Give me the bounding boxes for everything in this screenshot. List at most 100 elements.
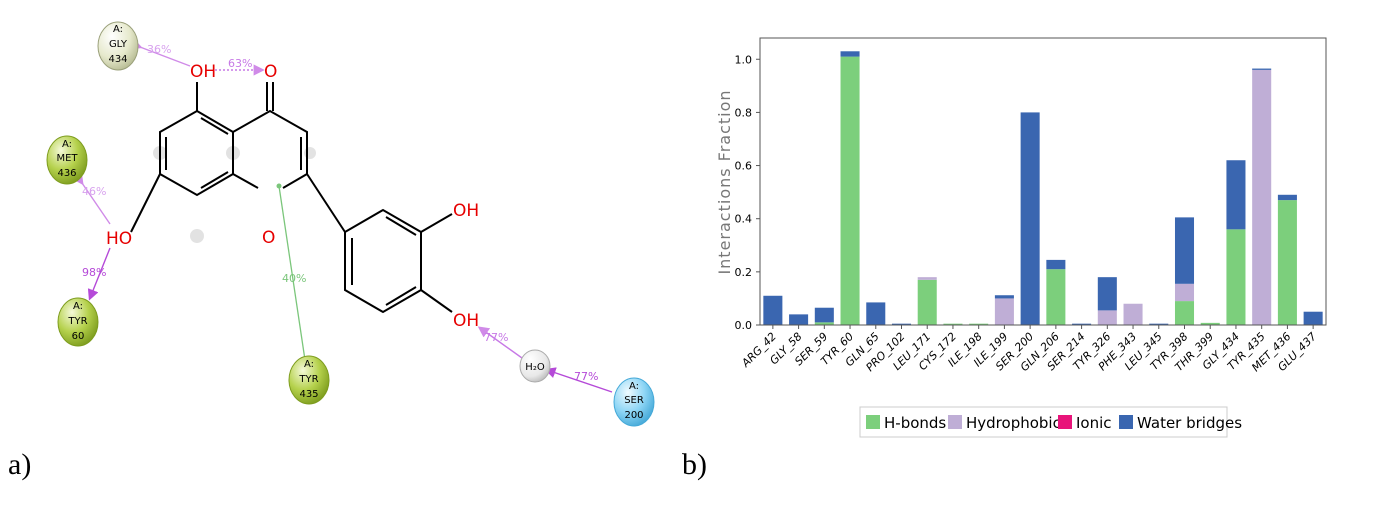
hbond-gly434-line bbox=[130, 38, 191, 67]
bar-arg_42-water-bridges bbox=[763, 295, 783, 325]
plot-frame bbox=[759, 37, 1327, 326]
bar-ile_199-hydrophobic bbox=[994, 298, 1014, 325]
water-bridge-line-1 bbox=[477, 326, 523, 359]
pct-ser200-water: 77% bbox=[574, 370, 598, 383]
pi-stack-tyr435-line bbox=[278, 185, 306, 361]
bar-ser_59-h-bonds bbox=[814, 322, 834, 325]
svg-text:436: 436 bbox=[57, 168, 76, 179]
svg-text:A:: A: bbox=[73, 301, 83, 312]
ligand-skeleton bbox=[130, 82, 453, 314]
residue-tyr60: A: TYR 60 bbox=[57, 297, 99, 347]
residue-met436: A: MET 436 bbox=[46, 135, 88, 185]
pct-met436: 46% bbox=[82, 185, 106, 198]
legend-label-h-bonds: H-bonds bbox=[884, 414, 946, 432]
svg-text:A:: A: bbox=[62, 139, 72, 150]
bar-tyr_326-water-bridges bbox=[1097, 277, 1117, 311]
bar-gly_58-water-bridges bbox=[789, 314, 809, 325]
bar-gly_434-water-bridges bbox=[1226, 160, 1246, 230]
bar-met_436-water-bridges bbox=[1277, 194, 1297, 201]
panel-b-label: b) bbox=[682, 448, 707, 481]
ligand-interaction-diagram: OH O HO O OH OH 36% 63% 46% 98% 40% 77% … bbox=[0, 0, 680, 506]
atom-labels: OH O HO O OH OH bbox=[106, 62, 479, 331]
svg-text:A:: A: bbox=[304, 359, 314, 370]
interaction-percentages: 36% 63% 46% 98% 40% 77% 77% bbox=[82, 43, 598, 383]
svg-text:MET: MET bbox=[56, 153, 78, 164]
svg-text:TYR: TYR bbox=[298, 374, 318, 385]
legend-label-ionic: Ionic bbox=[1076, 414, 1112, 432]
bar-chart-svg: 0.0 0.2 0.4 0.6 0.8 1.0 ARG_42GLY_58SER_59TYR… bbox=[715, 37, 1327, 438]
legend: H-bonds Hydrophobic Ionic Water bridges bbox=[859, 406, 1242, 438]
bar-gln_65-water-bridges bbox=[866, 302, 886, 325]
bar-met_436-h-bonds bbox=[1277, 200, 1297, 325]
atom-oh-right-top: OH bbox=[453, 201, 479, 221]
y-tick-label: 0.2 bbox=[735, 266, 753, 279]
residue-tyr435: A: TYR 435 bbox=[288, 355, 330, 405]
y-tick-label: 0.8 bbox=[735, 106, 753, 119]
water-molecule: H₂O bbox=[519, 349, 551, 383]
hbond-tyr60-line bbox=[87, 247, 111, 301]
legend-swatch-ionic bbox=[1058, 415, 1072, 429]
legend-swatch-water-bridges bbox=[1119, 415, 1133, 429]
atom-ho-left: HO bbox=[106, 229, 132, 249]
bar-gln_206-h-bonds bbox=[1046, 269, 1066, 325]
panel-a-label: a) bbox=[8, 448, 32, 481]
y-tick-label: 0.6 bbox=[735, 160, 753, 173]
bar-tyr_435-water-bridges bbox=[1252, 68, 1272, 70]
bar-tyr_60-water-bridges bbox=[840, 51, 860, 57]
bar-tyr_398-water-bridges bbox=[1174, 217, 1195, 284]
svg-text:H₂O: H₂O bbox=[525, 362, 545, 373]
atom-oh-top: OH bbox=[190, 62, 216, 82]
svg-text:A:: A: bbox=[629, 381, 639, 392]
pi-stack-centroid bbox=[276, 183, 282, 189]
svg-text:200: 200 bbox=[624, 410, 643, 421]
svg-text:SER: SER bbox=[624, 395, 644, 406]
pct-tyr60: 98% bbox=[82, 266, 106, 279]
bar-cys_172-h-bonds bbox=[943, 323, 963, 325]
hbond-met436-line bbox=[72, 172, 111, 225]
svg-text:A:: A: bbox=[113, 24, 123, 35]
svg-text:435: 435 bbox=[299, 389, 318, 400]
legend-box bbox=[859, 406, 1228, 438]
legend-label-hydrophobic: Hydrophobic bbox=[966, 414, 1061, 432]
residue-ser200: A: SER 200 bbox=[613, 377, 655, 427]
y-tick-label: 0.4 bbox=[735, 213, 753, 226]
bar-tyr_435-hydrophobic bbox=[1252, 69, 1272, 325]
bar-ser_200-water-bridges bbox=[1020, 112, 1040, 325]
pct-tyr435: 40% bbox=[282, 272, 306, 285]
svg-text:60: 60 bbox=[72, 331, 85, 342]
bar-phe_343-hydrophobic bbox=[1123, 303, 1143, 325]
y-axis-label: Interactions Fraction bbox=[715, 89, 734, 274]
y-tick-label: 1.0 bbox=[735, 53, 753, 66]
residue-gly434: A: GLY 434 bbox=[97, 21, 139, 71]
legend-swatch-h-bonds bbox=[866, 415, 880, 429]
bar-ser_214-water-bridges bbox=[1072, 323, 1092, 325]
bar-leu_171-hydrophobic bbox=[917, 277, 937, 280]
y-axis: 0.0 0.2 0.4 0.6 0.8 1.0 bbox=[735, 53, 760, 332]
bar-gly_434-h-bonds bbox=[1226, 229, 1246, 325]
solvent-exposure-halos bbox=[153, 146, 316, 243]
bar-pro_102-water-bridges bbox=[891, 323, 912, 325]
pct-intramolecular: 63% bbox=[228, 57, 252, 70]
pct-water-oh: 77% bbox=[484, 331, 508, 344]
bar-thr_399-h-bonds bbox=[1200, 322, 1220, 325]
legend-label-water-bridges: Water bridges bbox=[1137, 414, 1242, 432]
pct-gly434: 36% bbox=[147, 43, 171, 56]
x-axis: ARG_42GLY_58SER_59TYR_60GLN_65PRO_102LEU… bbox=[739, 325, 1319, 374]
bar-ile_198-h-bonds bbox=[969, 323, 989, 325]
interaction-diagram-svg: OH O HO O OH OH 36% 63% 46% 98% 40% 77% … bbox=[46, 21, 655, 427]
atom-oh-right-bottom: OH bbox=[453, 311, 479, 331]
water-bridge-line-2 bbox=[544, 367, 613, 393]
bar-leu_345-water-bridges bbox=[1149, 323, 1169, 325]
legend-swatch-hydrophobic bbox=[948, 415, 962, 429]
y-tick-label: 0.0 bbox=[735, 319, 753, 332]
svg-text:TYR: TYR bbox=[67, 316, 87, 327]
atom-ring-o: O bbox=[262, 228, 275, 248]
bar-group bbox=[763, 51, 1323, 325]
bar-tyr_326-hydrophobic bbox=[1097, 310, 1117, 325]
bar-ile_199-water-bridges bbox=[994, 295, 1014, 299]
bar-ser_59-water-bridges bbox=[814, 307, 834, 323]
interaction-fraction-chart: 0.0 0.2 0.4 0.6 0.8 1.0 ARG_42 GLY_58 SER_59 TYR… bbox=[682, 0, 1380, 506]
bar-glu_437-water-bridges bbox=[1303, 311, 1323, 325]
bar-gln_206-water-bridges bbox=[1046, 259, 1066, 270]
bar-tyr_398-h-bonds bbox=[1174, 301, 1195, 325]
